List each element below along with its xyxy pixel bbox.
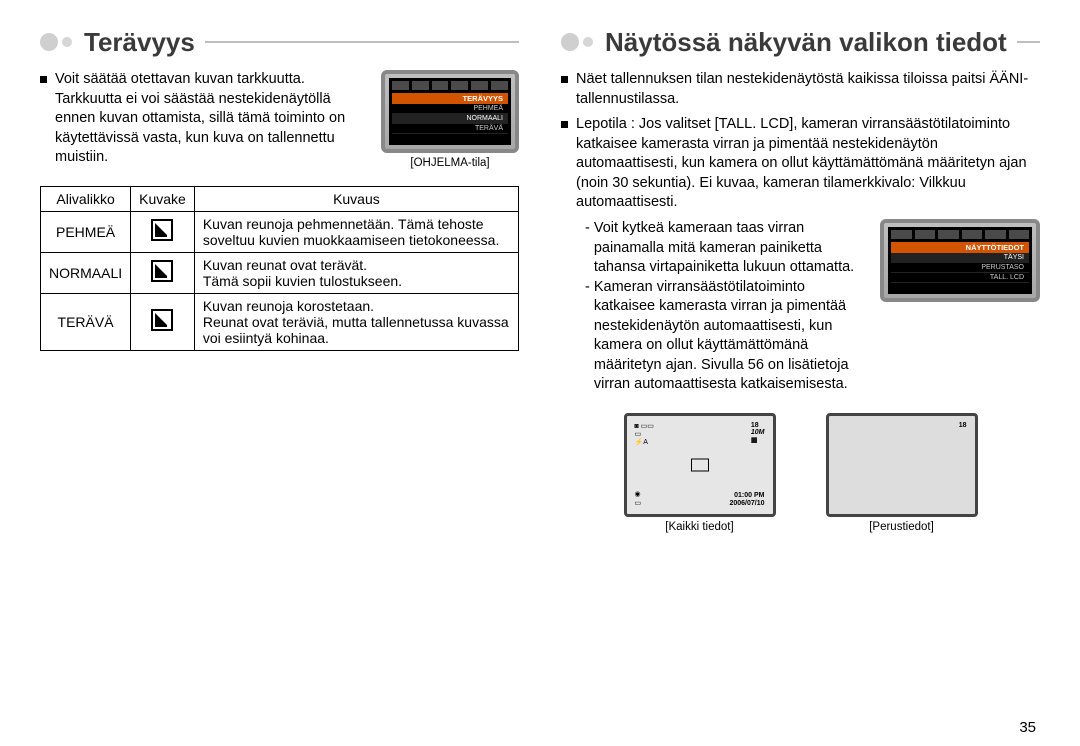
screen-full-info: ◙ ▭▭▭⚡A 18 10M ▦ ◉▭ 01:00 PM 2006/07/10 … (624, 413, 776, 533)
heading-dot (561, 33, 579, 51)
bullet-1-text: Näet tallennuksen tilan nestekidenäytöst… (576, 70, 1040, 109)
table-row: TERÄVÄ Kuvan reunoja korostetaan. Reunat… (41, 293, 519, 350)
page-number: 35 (1019, 719, 1036, 736)
screen-previews: ◙ ▭▭▭⚡A 18 10M ▦ ◉▭ 01:00 PM 2006/07/10 … (561, 413, 1040, 533)
right-column: Näytössä näkyvän valikon tiedot Näet tal… (561, 24, 1040, 736)
lcd-display-menu: NÄYTTÖTIEDOT TÄYSI PERUSTASO TALL. LCD (880, 219, 1040, 302)
table-header: Alivalikko (41, 186, 131, 211)
date-value: 2006/07/10 (729, 500, 764, 507)
table-cell-desc: Kuvan reunat ovat terävät. Tämä sopii ku… (194, 252, 518, 293)
lcd-full-screen: ◙ ▭▭▭⚡A 18 10M ▦ ◉▭ 01:00 PM 2006/07/10 (624, 413, 776, 517)
table-header-row: Alivalikko Kuvake Kuvaus (41, 186, 519, 211)
intro-text: Voit säätää otettavan kuvan tarkkuutta. … (55, 70, 363, 168)
heading-bar-left: Terävyys (40, 24, 519, 60)
bullet-icon (561, 76, 568, 83)
camera-icons: ◙ ▭▭▭⚡A (635, 422, 654, 446)
manual-page: Terävyys Voit säätää otettavan kuvan tar… (0, 0, 1080, 746)
table-header: Kuvake (131, 186, 195, 211)
focus-frame (691, 459, 709, 472)
lcd-menu-title: NÄYTTÖTIEDOT (891, 242, 1029, 253)
lcd-menu-item: TÄYSI (891, 253, 1029, 263)
lcd-menu-title: TERÄVYYS (392, 93, 508, 104)
bl-icons: ◉▭ (635, 490, 642, 508)
hard-icon (151, 309, 173, 331)
heading-bar-right: Näytössä näkyvän valikon tiedot (561, 24, 1040, 60)
bullet-icon (561, 121, 568, 128)
heading-dot (583, 37, 593, 47)
dash-text-block: - Voit kytkeä kameraan taas virran paina… (561, 219, 868, 395)
table-header: Kuvaus (194, 186, 518, 211)
table-cell-icon (131, 293, 195, 350)
sharpness-table: Alivalikko Kuvake Kuvaus PEHMEÄ Kuvan re… (40, 186, 519, 351)
heading-rule (1017, 41, 1040, 43)
lcd-menu-item: PEHMEÄ (392, 104, 508, 114)
right-lower-block: - Voit kytkeä kameraan taas virran paina… (561, 219, 1040, 395)
size-value: 10M (751, 429, 765, 436)
lcd-basic-screen: 18 (826, 413, 978, 517)
heading-dot (40, 33, 58, 51)
heading-text: Terävyys (84, 27, 195, 58)
table-row: NORMAALI Kuvan reunat ovat terävät. Tämä… (41, 252, 519, 293)
lcd-preview-block: TERÄVYYS PEHMEÄ NORMAALI TERÄVÄ [OHJELMA… (381, 70, 519, 169)
lcd-menu-item: TERÄVÄ (392, 124, 508, 134)
quality-icon: ▦ (751, 437, 758, 444)
datetime: 01:00 PM 2006/07/10 (729, 492, 764, 508)
lcd-caption: [OHJELMA-tila] (410, 157, 489, 169)
heading-dot (62, 37, 72, 47)
table-row: PEHMEÄ Kuvan reunoja pehmennetään. Tämä … (41, 211, 519, 252)
lcd-menu-item: NORMAALI (392, 114, 508, 124)
dash-2-text: Kameran virransäästötilatoiminto katkais… (594, 278, 868, 395)
screen-basic-info: 18 [Perustiedot] (826, 413, 978, 533)
dash-mark: - (585, 219, 590, 278)
normal-icon (151, 260, 173, 282)
intro-text-block: Voit säätää otettavan kuvan tarkkuutta. … (40, 70, 363, 174)
dash-1: - Voit kytkeä kameraan taas virran paina… (585, 219, 868, 278)
lcd-menu-item: PERUSTASO (891, 263, 1029, 273)
lcd-menu-item: TALL. LCD (891, 273, 1029, 283)
left-column: Terävyys Voit säätää otettavan kuvan tar… (40, 24, 519, 736)
bullet-2: Lepotila : Jos valitset [TALL. LCD], kam… (561, 115, 1040, 219)
lcd-display-menu-block: NÄYTTÖTIEDOT TÄYSI PERUSTASO TALL. LCD (880, 219, 1040, 302)
dash-1-text: Voit kytkeä kameraan taas virran painama… (594, 219, 868, 278)
intro-row: Voit säätää otettavan kuvan tarkkuutta. … (40, 70, 519, 174)
bullet-icon (40, 76, 47, 83)
table-cell-icon (131, 252, 195, 293)
shots-left: 18 (959, 422, 967, 429)
soft-icon (151, 219, 173, 241)
screen-caption: [Perustiedot] (869, 521, 934, 533)
bullet-1: Näet tallennuksen tilan nestekidenäytöst… (561, 70, 1040, 115)
bullet-2-text: Lepotila : Jos valitset [TALL. LCD], kam… (576, 115, 1040, 213)
lcd-sharpness-menu: TERÄVYYS PEHMEÄ NORMAALI TERÄVÄ (381, 70, 519, 153)
shots-left: 18 10M ▦ (751, 422, 765, 444)
table-cell-name: TERÄVÄ (41, 293, 131, 350)
heading-text: Näytössä näkyvän valikon tiedot (605, 27, 1007, 58)
dash-2: - Kameran virransäästötilatoiminto katka… (585, 278, 868, 395)
table-cell-desc: Kuvan reunoja pehmennetään. Tämä tehoste… (194, 211, 518, 252)
shots-value: 18 (751, 422, 759, 429)
time-value: 01:00 PM (734, 492, 764, 499)
heading-rule (205, 41, 519, 43)
table-cell-desc: Kuvan reunoja korostetaan. Reunat ovat t… (194, 293, 518, 350)
table-cell-name: NORMAALI (41, 252, 131, 293)
table-cell-name: PEHMEÄ (41, 211, 131, 252)
table-cell-icon (131, 211, 195, 252)
screen-caption: [Kaikki tiedot] (665, 521, 733, 533)
dash-mark: - (585, 278, 590, 395)
